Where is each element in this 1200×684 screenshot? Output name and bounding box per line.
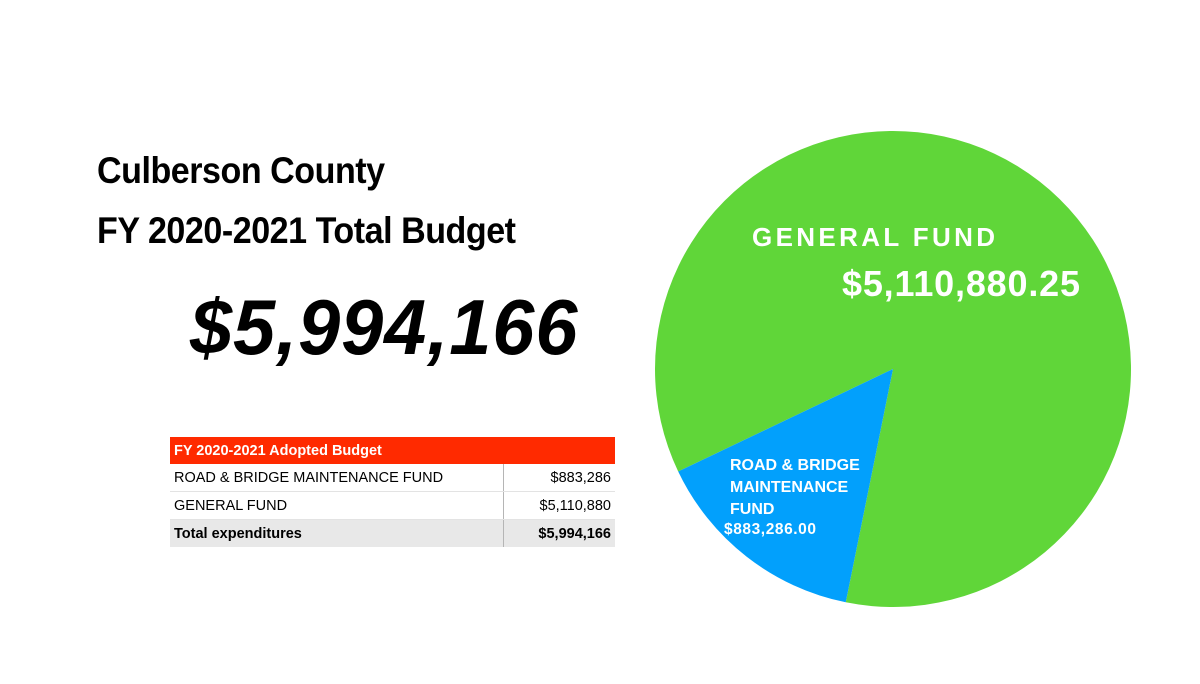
row-value: $883,286 (503, 464, 615, 492)
pie-label-road-bridge: MAINTENANCE (730, 479, 849, 496)
pie-label-road-bridge: ROAD & BRIDGE (730, 457, 860, 474)
pie-slice-general-fund (654, 130, 1131, 607)
total-label: Total expenditures (170, 519, 504, 547)
pie-label-road-bridge: FUND (730, 501, 774, 518)
pie-slice-road-bridge (678, 369, 893, 603)
pie-value-road-bridge: $883,286.00 (724, 521, 816, 538)
table-header-row: FY 2020-2021 Adopted Budget (170, 437, 615, 464)
table-row: ROAD & BRIDGE MAINTENANCE FUND $883,286 (170, 464, 615, 492)
total-value: $5,994,166 (503, 519, 615, 547)
table-row: GENERAL FUND $5,110,880 (170, 491, 615, 520)
total-budget-amount: $5,994,166 (190, 283, 579, 371)
title-budget: FY 2020-2021 Total Budget (97, 210, 516, 251)
title-county: Culberson County (97, 150, 385, 191)
table-total-row: Total expenditures $5,994,166 (170, 519, 615, 547)
budget-table: FY 2020-2021 Adopted Budget ROAD & BRIDG… (170, 437, 615, 547)
row-label: GENERAL FUND (170, 491, 504, 520)
pie-label-general-fund: GENERAL FUND (752, 222, 995, 252)
pie-value-general-fund: $5,110,880.25 (842, 263, 1080, 304)
row-value: $5,110,880 (503, 491, 615, 520)
table-title: FY 2020-2021 Adopted Budget (170, 437, 615, 464)
row-label: ROAD & BRIDGE MAINTENANCE FUND (170, 464, 504, 492)
